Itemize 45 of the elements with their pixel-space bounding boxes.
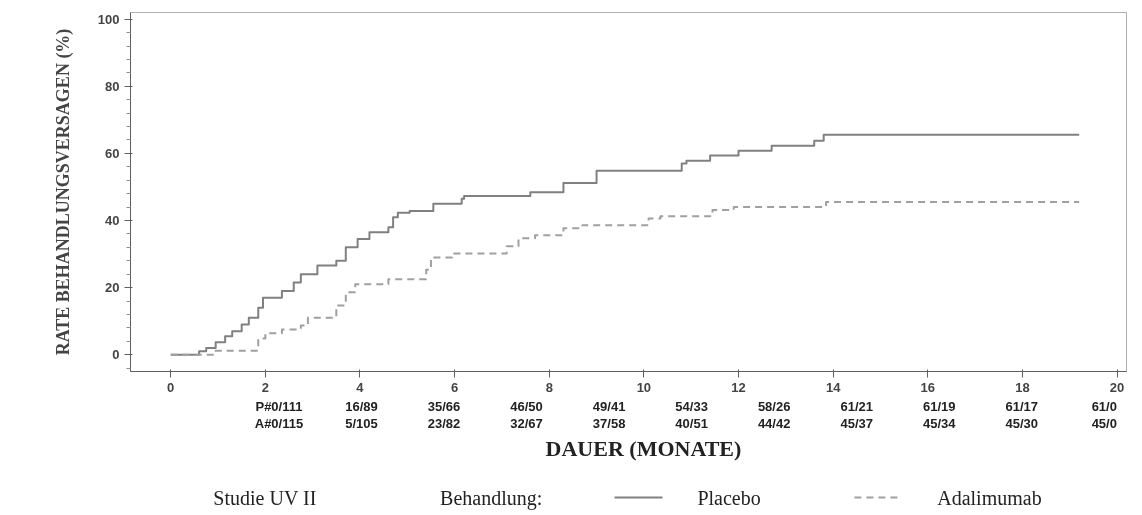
text: 45/30 [1005,416,1039,431]
text: 16/89 [345,399,378,414]
x-tick-label: 16 [920,379,936,395]
text: 58/26 [757,399,791,414]
text: 37/58 [592,416,626,431]
text: 32/67 [510,416,543,431]
text: 23/82 [427,416,461,431]
y-tick-label: 40 [105,213,120,229]
legend-label: Adalimumab [937,486,1042,509]
y-tick-label: 0 [112,347,120,363]
x-tick-label: 8 [545,379,553,395]
text: P#0/111 [255,399,303,414]
text: 45/34 [922,416,957,431]
y-tick-label: 20 [105,280,120,296]
x-axis-title: DAUER (MONATE) [545,436,742,461]
text: 44/42 [757,416,791,431]
x-tick-label: 20 [1109,379,1125,395]
text: 61/21 [840,399,873,414]
text: 46/50 [510,399,543,414]
text: 61/17 [1005,399,1039,414]
text: Studie UV II [213,486,317,509]
text: 35/66 [427,399,461,414]
text: 5/105 [345,416,378,431]
text: 45/0 [1091,416,1117,431]
text: 45/37 [840,416,873,431]
x-tick-label: 0 [167,379,175,395]
text: 49/41 [592,399,626,414]
x-tick-label: 12 [731,379,746,395]
y-tick-label: 60 [105,145,120,161]
x-tick-label: 6 [451,379,459,395]
x-tick-label: 2 [261,379,269,395]
legend-label: Placebo [697,486,761,509]
legend-title: Behandlung: [440,486,543,510]
y-axis-title: RATE BEHANDLUNGSVERSAGEN (%) [52,28,74,356]
text: 40/51 [675,416,708,431]
text: 61/0 [1091,399,1117,414]
text: A#0/115 [254,416,304,431]
x-tick-label: 4 [356,379,365,395]
x-tick-label: 14 [825,379,842,395]
y-tick-label: 100 [97,11,120,27]
y-tick-label: 80 [105,78,120,94]
x-tick-label: 10 [636,379,652,395]
x-tick-label: 18 [1015,379,1030,395]
text: 61/19 [922,399,956,414]
text: 54/33 [675,399,708,414]
